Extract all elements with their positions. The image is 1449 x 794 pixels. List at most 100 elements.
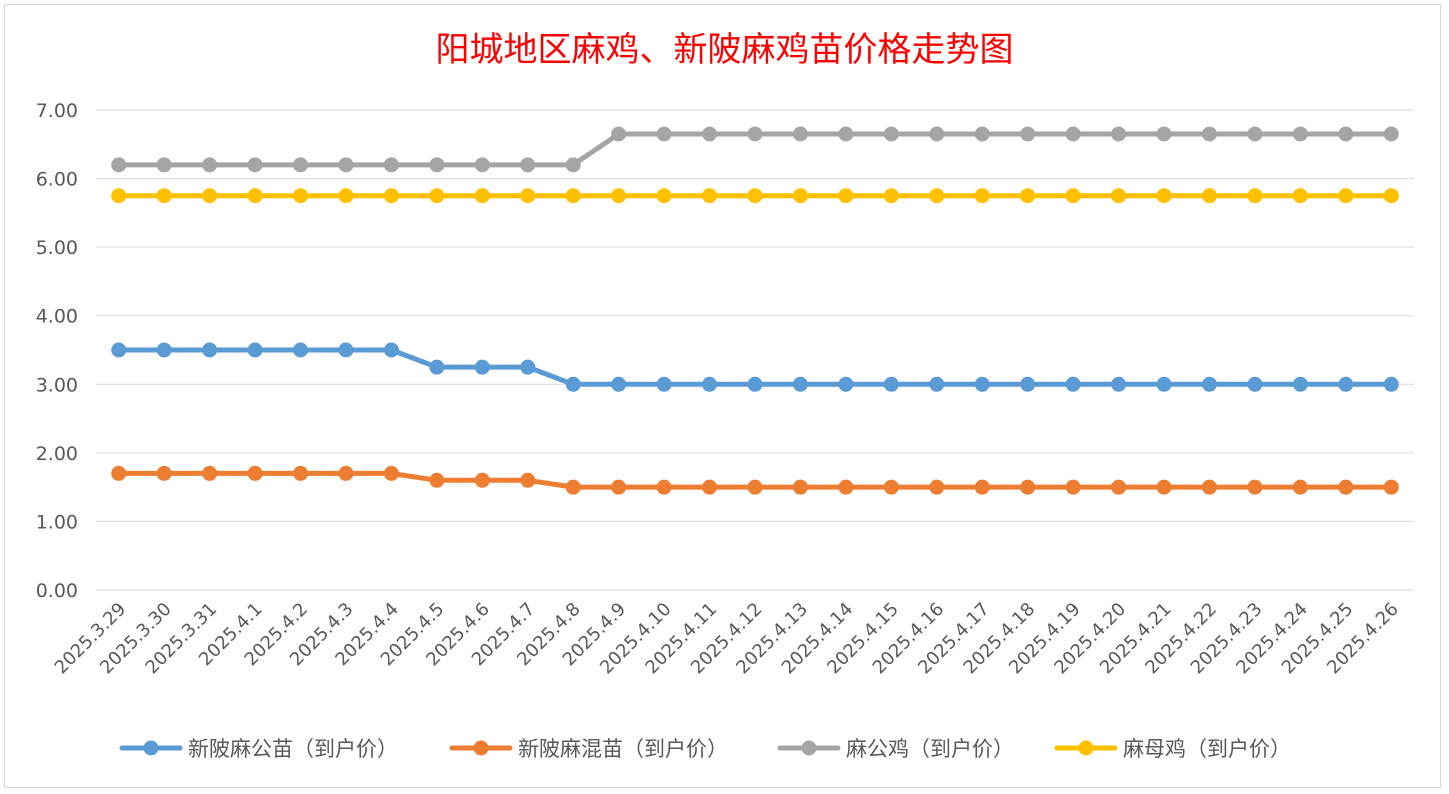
data-point <box>1247 188 1263 204</box>
data-point <box>1383 376 1399 392</box>
data-point <box>747 479 763 495</box>
data-point <box>838 479 854 495</box>
data-point <box>656 376 672 392</box>
data-point <box>747 376 763 392</box>
data-point <box>747 126 763 142</box>
series-1 <box>111 465 1399 495</box>
data-point <box>565 376 581 392</box>
data-point <box>156 465 172 481</box>
data-point <box>1065 376 1081 392</box>
series-lines <box>111 126 1399 495</box>
legend-item: 麻母鸡（到户价） <box>1054 737 1291 761</box>
data-point <box>111 188 127 204</box>
data-point <box>293 342 309 358</box>
data-point <box>474 188 490 204</box>
data-point <box>1201 376 1217 392</box>
data-point <box>383 342 399 358</box>
data-point <box>656 126 672 142</box>
legend-item: 新陂麻公苗（到户价） <box>119 737 398 761</box>
data-point <box>1383 126 1399 142</box>
data-point <box>1292 188 1308 204</box>
data-point <box>1247 479 1263 495</box>
data-point <box>747 188 763 204</box>
data-point <box>247 342 263 358</box>
data-point <box>1338 126 1354 142</box>
data-point <box>656 479 672 495</box>
data-point <box>1201 188 1217 204</box>
data-point <box>520 157 536 173</box>
data-point <box>1338 376 1354 392</box>
legend-label: 新陂麻混苗（到户价） <box>518 737 728 761</box>
data-point <box>1065 126 1081 142</box>
data-point <box>202 188 218 204</box>
data-point <box>1338 188 1354 204</box>
chart-title: 阳城地区麻鸡、新陂麻鸡苗价格走势图 <box>435 30 1014 70</box>
legend-item: 新陂麻混苗（到户价） <box>449 737 728 761</box>
data-point <box>1292 376 1308 392</box>
data-point <box>111 157 127 173</box>
data-point <box>111 342 127 358</box>
data-point <box>293 157 309 173</box>
data-point <box>1156 188 1172 204</box>
data-point <box>383 188 399 204</box>
data-point <box>565 157 581 173</box>
data-point <box>293 465 309 481</box>
data-point <box>156 188 172 204</box>
data-point <box>883 126 899 142</box>
data-point <box>474 157 490 173</box>
data-point <box>1383 188 1399 204</box>
data-point <box>520 188 536 204</box>
data-point <box>1247 126 1263 142</box>
data-point <box>565 479 581 495</box>
x-axis-ticks: 2025.3.292025.3.302025.3.312025.4.12025.… <box>51 599 1403 679</box>
y-tick-label: 3.00 <box>36 374 78 396</box>
data-point <box>929 376 945 392</box>
series-3 <box>111 188 1399 204</box>
data-point <box>1111 479 1127 495</box>
data-point <box>247 157 263 173</box>
data-point <box>1020 126 1036 142</box>
data-point <box>929 479 945 495</box>
data-point <box>1111 376 1127 392</box>
data-point <box>929 126 945 142</box>
data-point <box>338 465 354 481</box>
y-tick-label: 0.00 <box>36 580 78 602</box>
legend-item: 麻公鸡（到户价） <box>777 737 1014 761</box>
data-point <box>974 188 990 204</box>
data-point <box>1065 479 1081 495</box>
data-point <box>383 157 399 173</box>
y-tick-label: 5.00 <box>36 237 78 259</box>
data-point <box>929 188 945 204</box>
data-point <box>202 157 218 173</box>
legend-label: 麻母鸡（到户价） <box>1123 737 1291 761</box>
data-point <box>838 188 854 204</box>
data-point <box>1201 126 1217 142</box>
data-point <box>293 188 309 204</box>
data-point <box>656 188 672 204</box>
data-point <box>1111 126 1127 142</box>
data-point <box>1065 188 1081 204</box>
series-2 <box>111 126 1399 173</box>
y-tick-label: 6.00 <box>36 169 78 191</box>
data-point <box>974 126 990 142</box>
y-tick-label: 1.00 <box>36 511 78 533</box>
data-point <box>1156 479 1172 495</box>
data-point <box>429 359 445 375</box>
data-point <box>474 359 490 375</box>
legend-swatch-marker <box>1078 740 1094 756</box>
data-point <box>383 465 399 481</box>
data-point <box>1292 479 1308 495</box>
legend-swatch-marker <box>801 740 817 756</box>
data-point <box>1201 479 1217 495</box>
data-point <box>474 472 490 488</box>
data-point <box>1020 188 1036 204</box>
data-point <box>1156 126 1172 142</box>
data-point <box>974 479 990 495</box>
data-point <box>792 376 808 392</box>
data-point <box>338 157 354 173</box>
data-point <box>702 479 718 495</box>
data-point <box>156 342 172 358</box>
data-point <box>883 188 899 204</box>
data-point <box>611 479 627 495</box>
